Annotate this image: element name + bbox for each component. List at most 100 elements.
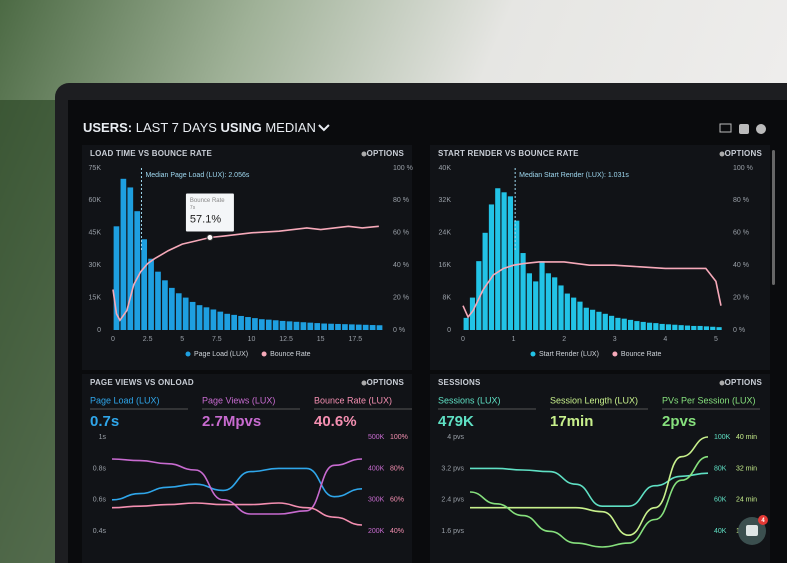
icon-help[interactable] — [756, 124, 766, 134]
x-tick-label: 5 — [180, 336, 184, 343]
legend-label: Bounce Rate — [270, 351, 311, 358]
y2-tick-label: 60 % — [393, 230, 409, 237]
line — [111, 502, 363, 526]
y2-tick-label: 0 % — [393, 327, 405, 334]
y-tick-label: 0.8s — [93, 465, 107, 472]
bar — [286, 321, 293, 330]
bar — [710, 326, 716, 330]
bar — [539, 261, 545, 330]
bar — [155, 271, 161, 330]
bar — [621, 318, 627, 330]
bar — [608, 315, 615, 330]
metric-value: 479K — [438, 413, 474, 430]
y2-tick-label: 100K — [714, 434, 731, 441]
y-tick-label: 0 — [447, 327, 451, 334]
options-button[interactable]: OPTIONS — [367, 149, 405, 158]
y2-tick-label: 300K — [368, 497, 385, 504]
y2-tick-label: 40 % — [393, 262, 409, 269]
y2-tick-label: 80 % — [733, 197, 749, 204]
bar — [678, 325, 684, 330]
chat-icon — [746, 525, 758, 536]
y-tick-label: 75K — [89, 165, 102, 172]
y-tick-label: 1.6 pvs — [441, 528, 464, 535]
y-tick-label: 0.6s — [93, 497, 107, 504]
options-button[interactable]: OPTIONS — [367, 378, 405, 387]
y-tick-label: 45K — [89, 230, 102, 237]
bar — [252, 318, 258, 330]
metric-value: 17min — [550, 413, 593, 430]
options-button[interactable]: OPTIONS — [725, 149, 763, 158]
y3-tick-label: 80% — [390, 465, 404, 472]
plant — [0, 100, 60, 563]
x-tick-label: 2 — [562, 336, 566, 343]
y-tick-label: 40K — [439, 165, 452, 172]
panel-title: LOAD TIME VS BOUNCE RATE — [90, 149, 212, 158]
options-icon[interactable] — [719, 151, 725, 157]
metric-label: Session Length (LUX) — [550, 395, 638, 405]
bar — [488, 204, 495, 330]
bar — [615, 317, 621, 330]
legend-swatch — [530, 351, 536, 357]
bar — [175, 293, 182, 330]
header-part: USING — [221, 120, 262, 135]
median-annotation: Median Start Render (LUX): 1.031s — [519, 172, 629, 179]
bar — [120, 178, 127, 330]
x-tick-label: 4 — [663, 336, 667, 343]
tooltip-title: Bounce Rate — [190, 198, 225, 204]
header-dropdown[interactable] — [318, 124, 330, 132]
tooltip-subtitle: 7s — [190, 205, 196, 211]
bar — [533, 281, 539, 330]
y2-tick-label: 20 % — [393, 294, 409, 301]
line — [469, 455, 709, 548]
bar — [691, 325, 697, 330]
bar — [646, 322, 653, 330]
scrollbar — [772, 150, 775, 285]
bar — [476, 261, 482, 330]
bar — [189, 301, 196, 330]
legend-label: Page Load (LUX) — [194, 351, 248, 358]
tooltip-value: 57.1% — [190, 213, 221, 225]
y-tick-label: 30K — [89, 262, 102, 269]
options-icon[interactable] — [719, 380, 725, 386]
icon-monitor[interactable] — [719, 123, 732, 133]
y-tick-label: 0 — [97, 327, 101, 334]
y2-tick-label: 0 % — [733, 327, 745, 334]
y3-tick-label: 32 min — [736, 465, 757, 472]
bar — [571, 297, 577, 330]
line — [470, 436, 709, 537]
bar — [342, 324, 348, 330]
bar — [369, 325, 376, 330]
y2-tick-label: 100 % — [733, 165, 753, 172]
bar — [526, 273, 532, 330]
x-tick-label: 17.5 — [348, 336, 362, 343]
options-button[interactable]: OPTIONS — [725, 378, 763, 387]
options-icon[interactable] — [361, 380, 367, 386]
metric-label: Sessions (LUX) — [438, 395, 501, 405]
metric-value: 40.6% — [314, 413, 357, 430]
panel-title: PAGE VIEWS VS ONLOAD — [90, 378, 194, 387]
y3-tick-label: 40% — [390, 528, 404, 535]
y2-tick-label: 60K — [714, 497, 727, 504]
bar — [245, 317, 251, 330]
bar — [495, 188, 501, 330]
y-tick-label: 16K — [439, 262, 452, 269]
bar — [684, 325, 691, 330]
bar — [300, 322, 307, 330]
line — [112, 225, 379, 322]
bar — [463, 317, 469, 330]
bar — [113, 226, 120, 330]
icon-share[interactable] — [739, 124, 749, 134]
bar — [558, 285, 564, 330]
options-icon[interactable] — [361, 151, 367, 157]
bar — [314, 323, 321, 330]
tooltip-point — [206, 233, 214, 241]
bar — [703, 326, 710, 330]
y2-tick-label: 20 % — [733, 294, 749, 301]
bar — [148, 258, 154, 330]
bar — [134, 211, 141, 330]
y2-tick-label: 60 % — [733, 230, 749, 237]
bar — [665, 324, 672, 330]
bar — [279, 320, 286, 330]
metric-value: 2pvs — [662, 413, 696, 430]
y-tick-label: 4 pvs — [447, 434, 464, 441]
